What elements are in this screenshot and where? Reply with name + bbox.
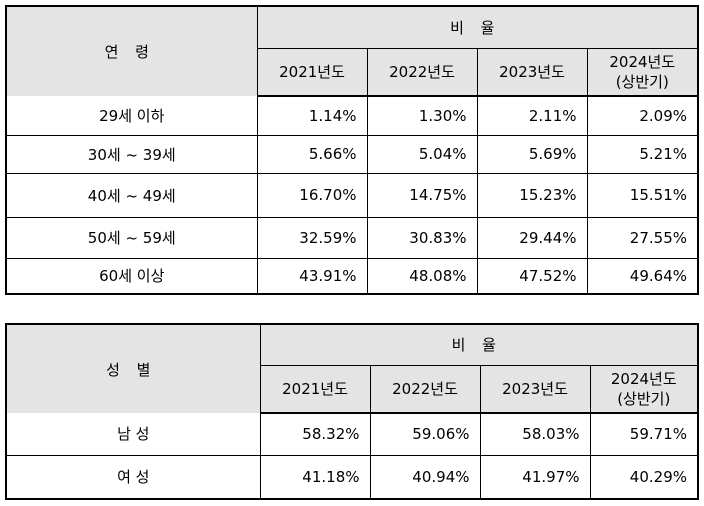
year-2024-header: 2024년도 (상반기) [589, 365, 699, 414]
table-row: 60세 이상 43.91% 48.08% 47.52% 49.64% [5, 257, 699, 294]
ratio-cell: 47.52% [476, 257, 588, 294]
year-2021-header: 2021년도 [256, 48, 368, 97]
ratio-cell: 41.18% [259, 454, 371, 499]
ratio-cell: 40.29% [589, 454, 699, 499]
ratio-cell: 48.08% [366, 257, 478, 294]
age-group-label: 30세 ~ 39세 [5, 134, 258, 173]
ratio-cell: 15.23% [476, 172, 588, 217]
ratio-cell: 2.09% [586, 96, 699, 135]
year-2022-header: 2022년도 [366, 48, 478, 97]
ratio-header: 비 율 [259, 324, 699, 366]
ratio-cell: 41.97% [479, 454, 591, 499]
table-row: 50세 ~ 59세 32.59% 30.83% 29.44% 27.55% [5, 216, 699, 258]
year-2024-header: 2024년도 (상반기) [586, 48, 699, 97]
year-2023-header: 2023년도 [476, 48, 588, 97]
gender-ratio-table: 성 별 비 율 2021년도 2022년도 2023년도 2024년도 (상반기… [5, 323, 699, 500]
age-group-label: 40세 ~ 49세 [5, 172, 258, 217]
year-2023-header: 2023년도 [479, 365, 591, 414]
age-group-label: 29세 이하 [5, 96, 258, 135]
ratio-cell: 40.94% [369, 454, 481, 499]
ratio-cell: 58.32% [259, 413, 371, 455]
ratio-cell: 30.83% [366, 216, 478, 258]
ratio-cell: 59.71% [589, 413, 699, 455]
ratio-cell: 29.44% [476, 216, 588, 258]
ratio-cell: 49.64% [586, 257, 699, 294]
ratio-cell: 14.75% [366, 172, 478, 217]
ratio-cell: 32.59% [256, 216, 368, 258]
ratio-cell: 5.69% [476, 134, 588, 173]
ratio-cell: 59.06% [369, 413, 481, 455]
ratio-cell: 5.04% [366, 134, 478, 173]
table-row: 40세 ~ 49세 16.70% 14.75% 15.23% 15.51% [5, 172, 699, 217]
ratio-cell: 1.30% [366, 96, 478, 135]
age-ratio-table: 연 령 비 율 2021년도 2022년도 2023년도 2024년도 (상반기… [5, 5, 699, 295]
ratio-cell: 15.51% [586, 172, 699, 217]
age-group-label: 60세 이상 [5, 257, 258, 294]
ratio-cell: 5.21% [586, 134, 699, 173]
ratio-cell: 2.11% [476, 96, 588, 135]
ratio-cell: 5.66% [256, 134, 368, 173]
age-header: 연 령 [5, 6, 258, 96]
year-2022-header: 2022년도 [369, 365, 481, 414]
ratio-header: 비 율 [256, 6, 699, 49]
ratio-cell: 1.14% [256, 96, 368, 135]
table-row: 여 성 41.18% 40.94% 41.97% 40.29% [5, 454, 699, 499]
table-row: 29세 이하 1.14% 1.30% 2.11% 2.09% [5, 96, 699, 135]
gender-label: 남 성 [5, 413, 261, 455]
ratio-cell: 43.91% [256, 257, 368, 294]
ratio-cell: 16.70% [256, 172, 368, 217]
table-row: 남 성 58.32% 59.06% 58.03% 59.71% [5, 413, 699, 455]
age-group-label: 50세 ~ 59세 [5, 216, 258, 258]
table-row: 30세 ~ 39세 5.66% 5.04% 5.69% 5.21% [5, 134, 699, 173]
year-2021-header: 2021년도 [259, 365, 371, 414]
ratio-cell: 58.03% [479, 413, 591, 455]
ratio-cell: 27.55% [586, 216, 699, 258]
gender-label: 여 성 [5, 454, 261, 499]
gender-header: 성 별 [5, 324, 261, 413]
